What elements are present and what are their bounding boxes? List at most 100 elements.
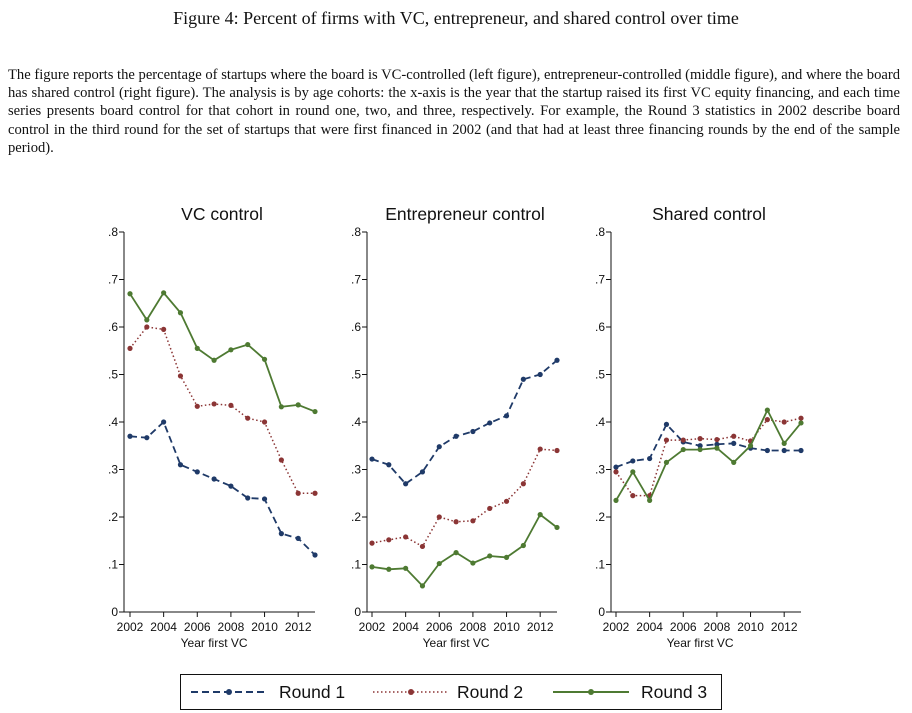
- data-point-round1-entrepreneur: [470, 428, 476, 435]
- x-axis-title-shared: Year first VC: [667, 636, 734, 650]
- data-point-round1-entrepreneur: [403, 481, 409, 487]
- data-point-round2-shared: [714, 436, 720, 443]
- data-point-round2-vc: [211, 401, 217, 407]
- data-point-round1-vc: [211, 476, 217, 482]
- data-point-round1-vc: [144, 435, 150, 441]
- data-point-round1-entrepreneur: [453, 433, 459, 439]
- legend: Round 1 Round 2 Round 3: [180, 674, 722, 710]
- data-point-round2-vc: [228, 402, 234, 408]
- panel-title-shared-control: Shared control: [652, 204, 766, 224]
- data-point-round2-vc: [177, 373, 184, 379]
- y-tick-label-shared: .5: [595, 368, 605, 382]
- x-tick-label-entrepreneur: 2010: [493, 620, 520, 634]
- legend-swatch-round2: [373, 689, 449, 695]
- x-tick-label-entrepreneur: 2008: [460, 620, 487, 634]
- data-point-round2-shared: [781, 419, 787, 425]
- data-point-round3-entrepreneur: [386, 566, 392, 572]
- data-point-round2-entrepreneur: [386, 537, 392, 543]
- series-line-round3-entrepreneur: [371, 513, 558, 588]
- y-tick-label-vc: .5: [108, 368, 118, 382]
- y-tick-label-entrepreneur: .3: [351, 463, 361, 477]
- data-point-round1-entrepreneur: [487, 420, 493, 426]
- x-tick-label-vc: 2010: [251, 620, 278, 634]
- y-tick-label-entrepreneur: .5: [351, 368, 361, 382]
- y-tick-label-vc: .6: [108, 320, 118, 334]
- data-point-round3-vc: [228, 347, 234, 353]
- data-point-round2-shared: [764, 417, 770, 423]
- data-point-round3-shared: [647, 497, 653, 503]
- x-tick-label-shared: 2010: [737, 620, 764, 634]
- data-point-round1-vc: [228, 483, 234, 489]
- y-tick-label-vc: .4: [108, 415, 118, 429]
- data-point-round2-entrepreneur: [487, 505, 493, 512]
- data-point-round1-entrepreneur: [537, 371, 543, 378]
- y-tick-label-vc: .2: [108, 510, 118, 524]
- data-point-round1-shared: [731, 440, 737, 446]
- data-point-round2-entrepreneur: [537, 446, 543, 452]
- data-point-round3-entrepreneur: [487, 553, 493, 559]
- data-point-round1-shared: [613, 464, 619, 470]
- data-point-round3-entrepreneur: [436, 560, 442, 567]
- chart-shared: 0 .1 .2 .3 .4 .5 .6 .7 .8 2002 2004 2006 2008 2010 201…: [595, 225, 804, 650]
- x-tick-label-entrepreneur: 2012: [527, 620, 554, 634]
- data-point-round3-entrepreneur: [520, 542, 526, 549]
- data-point-round1-shared: [697, 443, 703, 449]
- data-point-round1-vc: [245, 495, 251, 501]
- data-point-round3-entrepreneur: [554, 524, 560, 531]
- legend-label-round1: Round 1: [279, 682, 346, 702]
- x-tick-label-shared: 2002: [603, 620, 630, 634]
- x-tick-label-vc: 2006: [184, 620, 211, 634]
- data-point-round2-shared: [613, 469, 619, 475]
- data-point-round1-entrepreneur: [503, 413, 510, 419]
- data-point-round1-shared: [781, 447, 787, 454]
- data-point-round3-vc: [261, 356, 268, 362]
- data-point-round2-vc: [144, 324, 150, 330]
- y-tick-label-entrepreneur: .2: [351, 510, 361, 524]
- x-tick-label-shared: 2012: [771, 620, 798, 634]
- data-point-round1-entrepreneur: [369, 456, 375, 462]
- chart-vc: 0 .1 .2 .3 .4 .5 .6 .7 .8 2002 2004 2006 2008 2010 201…: [108, 225, 318, 650]
- data-point-round2-shared: [663, 437, 670, 443]
- panel-title-vc-control: VC control: [181, 204, 263, 224]
- y-tick-label-entrepreneur: 0: [354, 605, 361, 619]
- legend-swatch-round1: [191, 689, 267, 695]
- data-point-round3-vc: [278, 404, 284, 410]
- data-point-round1-vc: [261, 496, 268, 502]
- data-point-round3-shared: [731, 459, 737, 465]
- data-point-round2-entrepreneur: [520, 481, 526, 487]
- data-point-round2-vc: [161, 326, 167, 332]
- y-tick-label-vc: .1: [108, 558, 118, 572]
- data-point-round3-entrepreneur: [403, 565, 409, 571]
- data-point-round2-shared: [697, 436, 703, 442]
- x-tick-label-shared: 2004: [636, 620, 663, 634]
- data-point-round3-vc: [177, 310, 184, 316]
- series-line-round3-vc: [129, 291, 316, 413]
- x-tick-label-vc: 2008: [218, 620, 245, 634]
- data-point-round2-entrepreneur: [554, 447, 560, 454]
- data-point-round2-entrepreneur: [503, 498, 510, 504]
- series-line-round2-shared: [615, 417, 802, 497]
- data-point-round1-vc: [312, 552, 318, 558]
- legend-label-round2: Round 2: [457, 682, 524, 702]
- data-point-round3-entrepreneur: [503, 554, 510, 560]
- y-tick-label-entrepreneur: .1: [351, 558, 361, 572]
- x-tick-label-entrepreneur: 2002: [359, 620, 386, 634]
- data-point-round1-vc: [177, 462, 184, 468]
- data-point-round3-entrepreneur: [419, 583, 426, 589]
- series-line-round3-shared: [615, 408, 802, 503]
- data-point-round2-shared: [680, 437, 686, 443]
- data-point-round2-entrepreneur: [470, 518, 476, 524]
- data-point-round3-shared: [781, 440, 787, 446]
- y-tick-label-shared: .1: [595, 558, 605, 572]
- data-point-round1-vc: [161, 419, 167, 425]
- data-point-round2-vc: [295, 490, 301, 496]
- y-tick-label-shared: .7: [595, 273, 605, 287]
- data-point-round2-entrepreneur: [436, 514, 442, 520]
- x-tick-label-entrepreneur: 2004: [392, 620, 419, 634]
- y-tick-label-shared: .3: [595, 463, 605, 477]
- y-tick-label-vc: 0: [111, 605, 118, 619]
- data-point-round1-entrepreneur: [554, 357, 560, 363]
- data-point-round3-vc: [144, 317, 150, 323]
- data-point-round3-entrepreneur: [369, 564, 375, 570]
- y-tick-label-vc: .3: [108, 463, 118, 477]
